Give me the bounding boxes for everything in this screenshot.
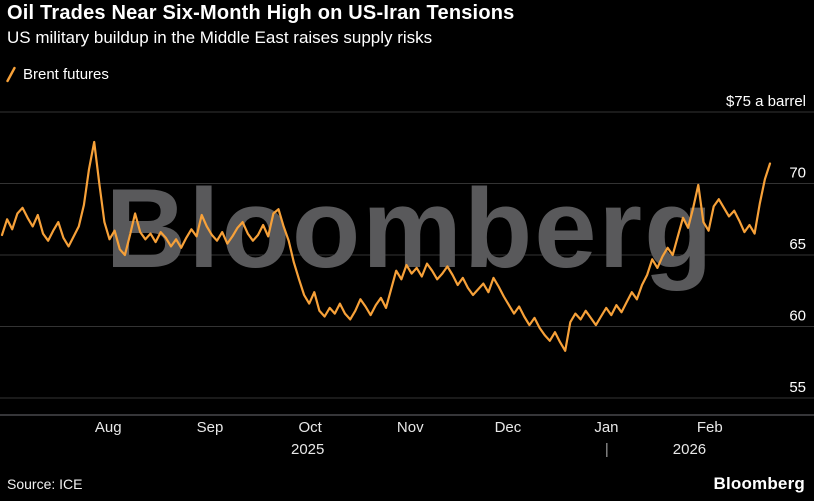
x-axis-year-labels: 2025 2026 | <box>0 441 814 459</box>
chart-title: Oil Trades Near Six-Month High on US-Ira… <box>7 2 515 24</box>
x-month-label-jan: Jan <box>594 419 619 436</box>
legend-label: Brent futures <box>23 66 109 83</box>
y-tick-label-60: 60 <box>789 308 806 325</box>
chart-subtitle: US military buildup in the Middle East r… <box>7 28 433 47</box>
x-month-label-oct: Oct <box>298 419 322 436</box>
x-month-label-feb: Feb <box>696 419 723 436</box>
y-axis-unit-label: $75 a barrel <box>726 95 806 110</box>
x-month-label-nov: Nov <box>396 419 424 436</box>
x-month-label-sep: Sep <box>196 419 224 436</box>
y-tick-label-55: 55 <box>789 379 806 396</box>
x-year-label-2025: 2025 <box>291 441 325 458</box>
x-year-label-2026: 2026 <box>672 441 707 458</box>
year-divider-tick: | <box>604 441 609 458</box>
legend: Brent futures <box>6 66 109 83</box>
brent-futures-line <box>0 140 772 352</box>
footer: Source: ICE Bloomberg <box>7 474 805 494</box>
legend-line-icon <box>6 66 16 83</box>
y-tick-label-70: 70 <box>789 165 806 182</box>
x-month-label-aug: Aug <box>94 419 122 436</box>
x-axis-month-labels: Aug Sep Oct Nov Dec Jan Feb <box>0 419 814 437</box>
source-label: Source: ICE <box>7 476 83 492</box>
y-tick-label-65: 65 <box>789 236 806 253</box>
bloomberg-logo: Bloomberg <box>713 474 805 493</box>
x-month-label-dec: Dec <box>494 419 522 436</box>
